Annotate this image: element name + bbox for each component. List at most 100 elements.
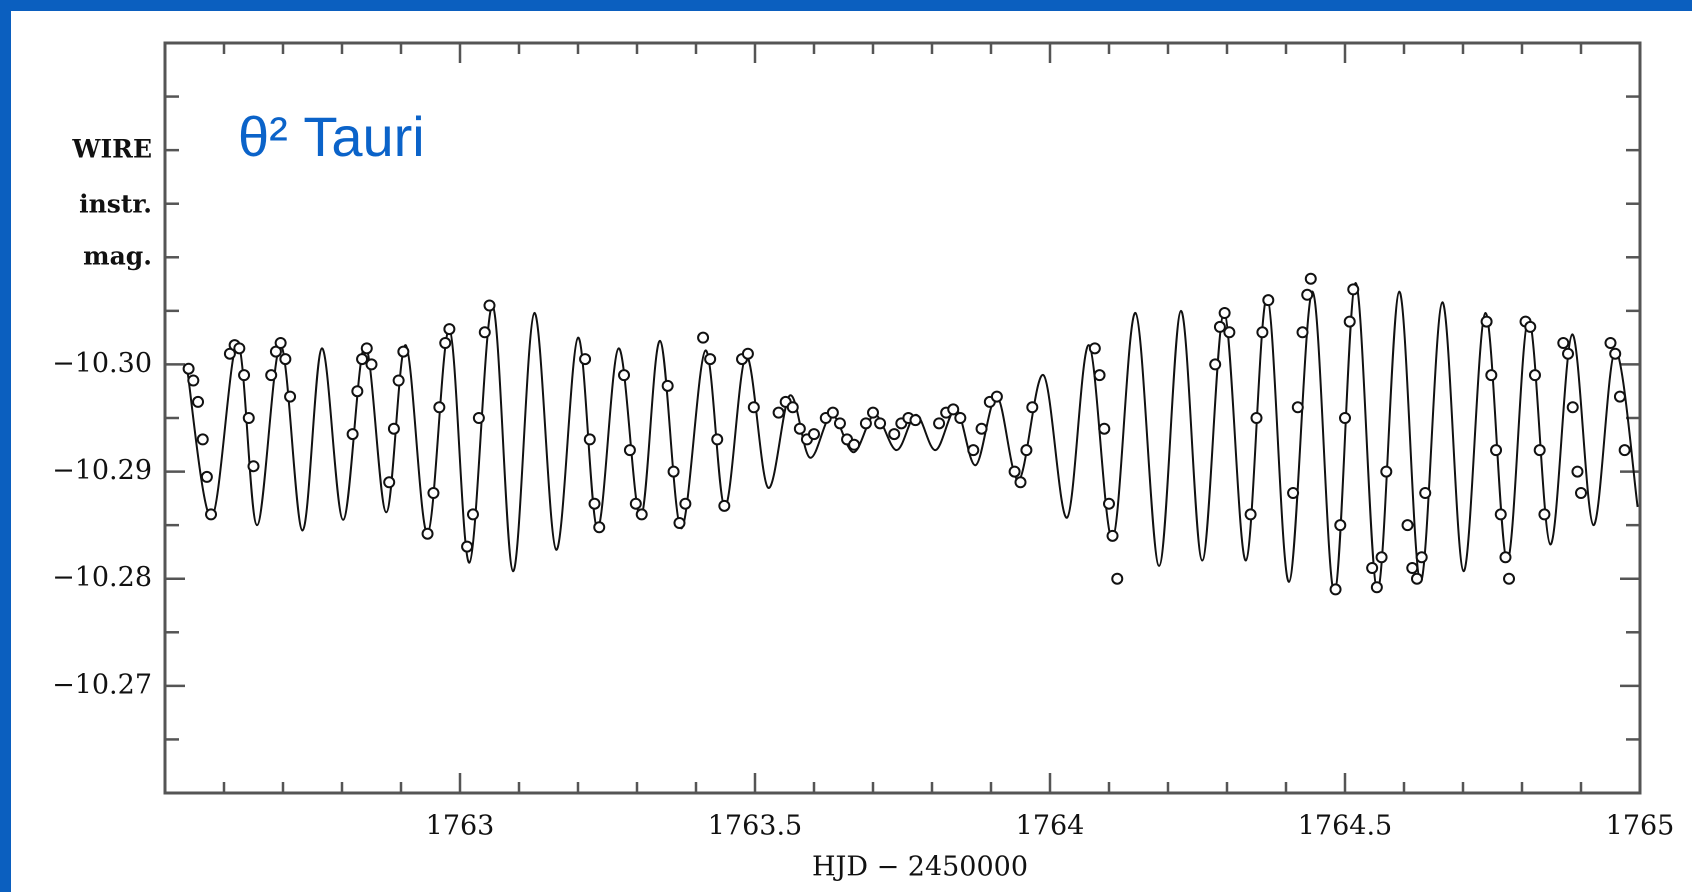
data-point: [265, 369, 278, 382]
data-point: [588, 497, 601, 510]
data-point: [238, 369, 251, 382]
data-point: [196, 433, 209, 446]
data-point: [697, 331, 710, 344]
data-point: [1618, 444, 1631, 457]
data-point: [1410, 572, 1423, 585]
data-point: [443, 323, 456, 336]
x-tick-label: 1764: [1016, 811, 1085, 842]
data-point: [472, 412, 485, 424]
data-point: [356, 353, 369, 366]
data-point: [679, 497, 692, 510]
data-point: [192, 395, 205, 408]
data-point: [1223, 326, 1236, 339]
x-tick-label: 1763.5: [708, 811, 802, 842]
data-point: [1401, 519, 1414, 532]
data-point: [1533, 444, 1546, 457]
y-axis-label: instr.: [79, 190, 152, 219]
data-point: [826, 406, 839, 419]
data-point: [1106, 529, 1119, 542]
data-point: [421, 527, 434, 540]
data-point: [1366, 562, 1379, 574]
data-point: [1380, 465, 1393, 478]
data-point: [1613, 390, 1626, 403]
y-tick-label: −10.28: [52, 562, 152, 593]
data-point: [623, 444, 636, 457]
data-point: [1088, 342, 1101, 355]
data-point: [1244, 508, 1257, 521]
data-point: [1609, 347, 1622, 360]
data-point: [1503, 572, 1516, 585]
data-point: [1339, 412, 1351, 424]
y-axis-label: mag.: [83, 242, 152, 271]
y-axis-label: WIRE: [71, 135, 152, 164]
data-point: [387, 422, 400, 435]
data-point: [967, 444, 980, 457]
data-point: [242, 412, 255, 424]
x-tick-label: 1764.5: [1298, 811, 1392, 842]
data-point: [1575, 487, 1587, 499]
data-point: [711, 433, 724, 446]
data-point: [1329, 583, 1342, 596]
data-point: [1375, 551, 1388, 564]
data-point: [833, 417, 846, 430]
data-point: [718, 499, 731, 512]
data-point: [233, 342, 246, 355]
x-tick-label: 1763: [426, 811, 495, 842]
data-point: [808, 428, 820, 441]
data-point: [1093, 369, 1106, 382]
data-point: [466, 508, 479, 521]
data-point: [1103, 497, 1115, 510]
data-point: [1528, 369, 1541, 382]
data-point: [990, 390, 1003, 403]
data-point: [1524, 320, 1537, 333]
data-point: [1419, 487, 1432, 499]
data-point: [1014, 476, 1027, 489]
data-point: [848, 438, 861, 451]
data-point: [1490, 444, 1503, 457]
data-point: [478, 326, 491, 339]
data-point: [747, 401, 760, 414]
data-point: [1370, 581, 1383, 594]
data-point: [274, 337, 287, 349]
x-tick-label: 1765: [1606, 811, 1675, 842]
data-point: [1304, 272, 1317, 285]
data-point: [874, 417, 887, 430]
data-point: [975, 422, 988, 435]
data-point: [397, 345, 410, 358]
data-point: [1020, 444, 1033, 457]
data-point: [1485, 369, 1498, 382]
data-point: [1604, 337, 1617, 349]
data-point: [618, 369, 631, 382]
data-point: [182, 362, 195, 375]
data-point: [247, 460, 260, 473]
data-point: [365, 358, 378, 371]
x-axis-label: HJD − 2450000: [812, 852, 1028, 883]
data-point: [1334, 519, 1347, 532]
data-point: [583, 433, 596, 446]
data-point: [859, 417, 872, 430]
data-point: [1256, 326, 1269, 339]
data-point: [284, 390, 297, 403]
data-point: [1287, 487, 1300, 499]
data-point: [673, 517, 686, 529]
data-point: [1250, 412, 1263, 424]
data-point: [392, 374, 405, 387]
data-point: [661, 379, 674, 392]
y-tick-label: −10.30: [52, 348, 152, 379]
data-point: [1494, 508, 1507, 521]
data-point: [1209, 358, 1222, 371]
data-point: [187, 374, 200, 387]
data-point: [1098, 422, 1111, 435]
data-point: [205, 508, 218, 521]
data-point: [1566, 401, 1579, 414]
data-point: [1538, 508, 1551, 521]
data-point: [1296, 326, 1309, 339]
data-point: [629, 497, 642, 510]
data-point: [772, 406, 785, 419]
data-point: [793, 422, 806, 435]
data-point: [1571, 465, 1584, 478]
data-point: [1557, 337, 1570, 349]
data-point: [867, 406, 879, 419]
data-point: [579, 353, 592, 366]
